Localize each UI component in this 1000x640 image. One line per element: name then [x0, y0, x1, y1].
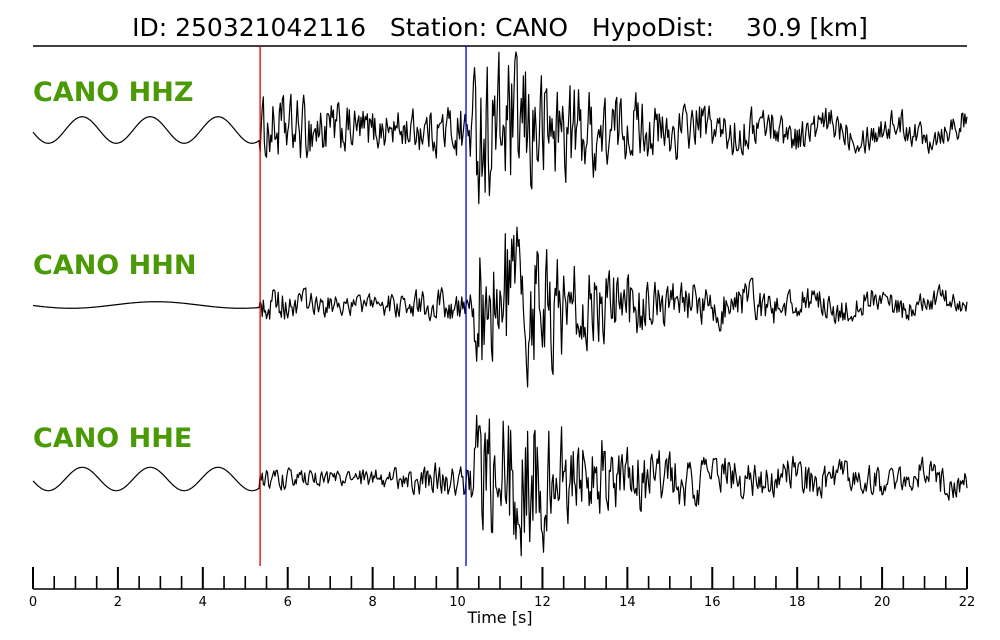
channel-label-hhe: CANO HHE — [33, 423, 192, 454]
title-hypodist-label: HypoDist: — [592, 13, 714, 42]
figure-title: ID: 250321042116 Station: CANO HypoDist:… — [132, 13, 868, 42]
waveform-cano-hhz — [32, 51, 968, 205]
tick-label: 4 — [199, 595, 207, 610]
tick-label: 16 — [704, 595, 721, 610]
waveform-traces — [32, 51, 968, 557]
channel-label-hhz: CANO HHZ — [33, 77, 193, 108]
time-axis: 0 2 4 6 8 10 12 14 16 18 20 22 — [29, 567, 975, 610]
tick-label: 20 — [874, 595, 891, 610]
title-station-label: Station: — [390, 13, 487, 42]
channel-label-hhn: CANO HHN — [33, 250, 196, 281]
time-axis-label: Time [s] — [466, 608, 532, 627]
tick-label: 10 — [449, 595, 466, 610]
title-id-label: ID: — [132, 13, 167, 42]
tick-label: 0 — [29, 595, 37, 610]
tick-label: 22 — [959, 595, 976, 610]
title-hypodist-unit: [km] — [810, 13, 868, 42]
tick-label: 14 — [619, 595, 636, 610]
title-hypodist-value: 30.9 — [746, 13, 802, 42]
waveform-cano-hhn — [32, 226, 968, 388]
waveform-cano-hhe — [32, 414, 968, 557]
tick-label: 12 — [534, 595, 551, 610]
tick-label: 2 — [114, 595, 122, 610]
tick-label: 18 — [789, 595, 806, 610]
tick-label: 8 — [368, 595, 376, 610]
title-id-value: 250321042116 — [175, 13, 366, 42]
title-station-value: CANO — [495, 13, 568, 42]
tick-label: 6 — [284, 595, 292, 610]
